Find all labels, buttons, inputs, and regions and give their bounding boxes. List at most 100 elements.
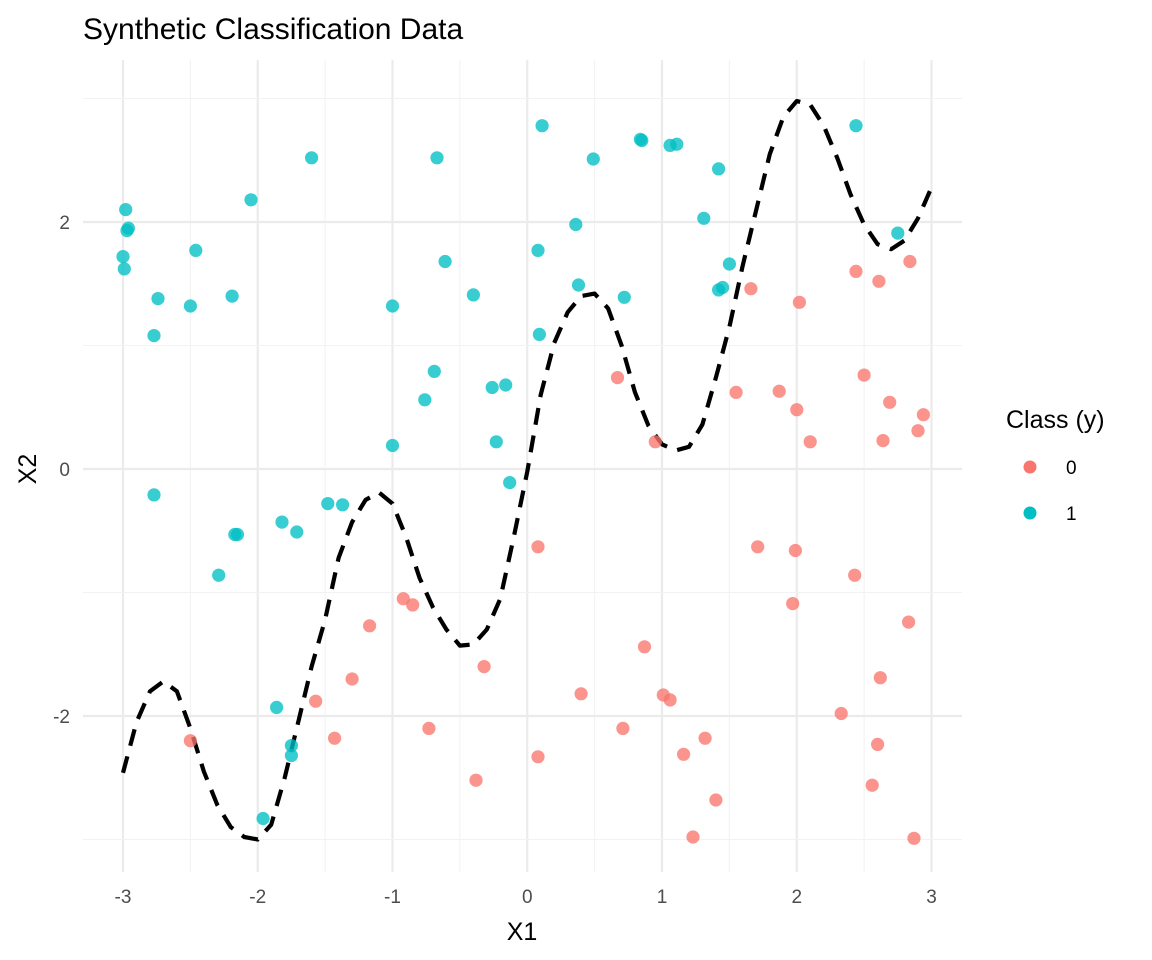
point-class-0 — [345, 672, 359, 686]
point-class-0 — [883, 395, 897, 409]
point-class-0 — [902, 615, 916, 629]
point-class-1 — [305, 151, 319, 165]
point-class-0 — [686, 830, 700, 844]
point-class-1 — [270, 700, 284, 715]
boundary-line — [120, 98, 934, 842]
x-tick-label: 0 — [522, 887, 533, 908]
point-class-0 — [907, 831, 921, 845]
point-class-0 — [792, 295, 807, 309]
point-class-1 — [503, 476, 517, 490]
legend: Class (y) 0 1 — [1006, 406, 1105, 525]
point-class-0 — [849, 264, 863, 278]
y-tick-label: 0 — [59, 460, 70, 481]
point-class-0 — [648, 435, 662, 449]
point-class-0 — [790, 403, 804, 417]
y-tick-label: 2 — [59, 213, 70, 234]
point-class-1 — [212, 568, 226, 582]
point-class-1 — [712, 162, 726, 176]
point-class-1 — [531, 243, 545, 257]
point-class-0 — [677, 747, 691, 761]
point-class-1 — [499, 378, 513, 392]
point-class-0 — [363, 619, 377, 633]
chart-title: Synthetic Classification Data — [83, 13, 463, 46]
point-class-1 — [225, 289, 239, 303]
point-class-1 — [670, 137, 684, 151]
point-class-1 — [336, 498, 350, 512]
data-points — [116, 119, 931, 845]
point-class-0 — [469, 773, 483, 787]
point-class-0 — [406, 598, 420, 612]
point-class-0 — [903, 254, 917, 269]
point-class-0 — [309, 694, 323, 708]
point-class-0 — [772, 384, 786, 398]
point-class-1 — [571, 278, 586, 292]
x-axis-ticks: -3 -2 -1 0 1 2 3 — [115, 887, 937, 908]
point-class-1 — [321, 497, 335, 511]
legend-title: Class (y) — [1006, 406, 1105, 434]
point-class-1 — [430, 151, 444, 165]
point-class-1 — [438, 254, 452, 269]
x-tick-label: 2 — [791, 887, 802, 908]
point-class-1 — [116, 250, 130, 264]
point-class-1 — [569, 217, 583, 232]
point-class-1 — [635, 133, 649, 148]
point-class-1 — [290, 525, 304, 539]
point-class-0 — [872, 274, 886, 288]
point-class-0 — [709, 793, 723, 807]
point-class-0 — [873, 671, 887, 685]
point-class-1 — [284, 739, 298, 753]
point-class-0 — [848, 568, 862, 582]
point-class-1 — [256, 811, 270, 826]
y-axis-ticks: -2 0 2 — [53, 213, 70, 728]
point-class-1 — [183, 299, 197, 313]
point-class-0 — [876, 434, 890, 448]
point-class-0 — [834, 706, 848, 721]
x-tick-label: -3 — [115, 887, 132, 908]
point-class-0 — [751, 540, 765, 554]
point-class-1 — [722, 257, 737, 271]
decision-boundary — [120, 98, 934, 842]
point-class-1 — [275, 515, 289, 529]
point-class-1 — [489, 435, 503, 449]
point-class-0 — [610, 371, 625, 385]
point-class-1 — [147, 488, 161, 502]
point-class-1 — [147, 329, 161, 343]
point-class-1 — [117, 262, 131, 276]
point-class-0 — [477, 660, 491, 674]
x-tick-label: 3 — [926, 887, 937, 908]
point-class-0 — [422, 721, 436, 736]
point-class-1 — [230, 527, 245, 542]
x-tick-label: -1 — [384, 887, 401, 908]
x-axis-title: X1 — [507, 918, 538, 946]
point-class-1 — [121, 221, 135, 235]
point-class-1 — [244, 193, 258, 207]
point-class-1 — [586, 152, 600, 166]
x-tick-label: 1 — [657, 887, 668, 908]
point-class-1 — [385, 438, 400, 453]
point-class-1 — [716, 280, 730, 295]
x-tick-label: -2 — [249, 887, 266, 908]
point-class-0 — [911, 424, 925, 438]
point-class-0 — [183, 734, 197, 748]
legend-key-1 — [1023, 506, 1037, 520]
point-class-0 — [788, 543, 803, 558]
point-class-0 — [531, 540, 545, 554]
point-class-0 — [729, 385, 743, 399]
legend-label-1: 1 — [1066, 504, 1077, 525]
point-class-1 — [427, 364, 441, 378]
point-class-0 — [616, 721, 630, 736]
point-class-0 — [698, 731, 712, 745]
point-class-0 — [574, 687, 588, 701]
point-class-0 — [786, 597, 800, 611]
point-class-1 — [385, 299, 400, 313]
point-class-0 — [663, 693, 677, 707]
point-class-1 — [535, 119, 549, 133]
point-class-0 — [637, 640, 652, 654]
point-class-1 — [532, 327, 547, 341]
point-class-0 — [531, 750, 545, 764]
point-class-0 — [396, 592, 410, 606]
y-axis-title: X2 — [14, 454, 42, 485]
point-class-1 — [151, 292, 165, 306]
